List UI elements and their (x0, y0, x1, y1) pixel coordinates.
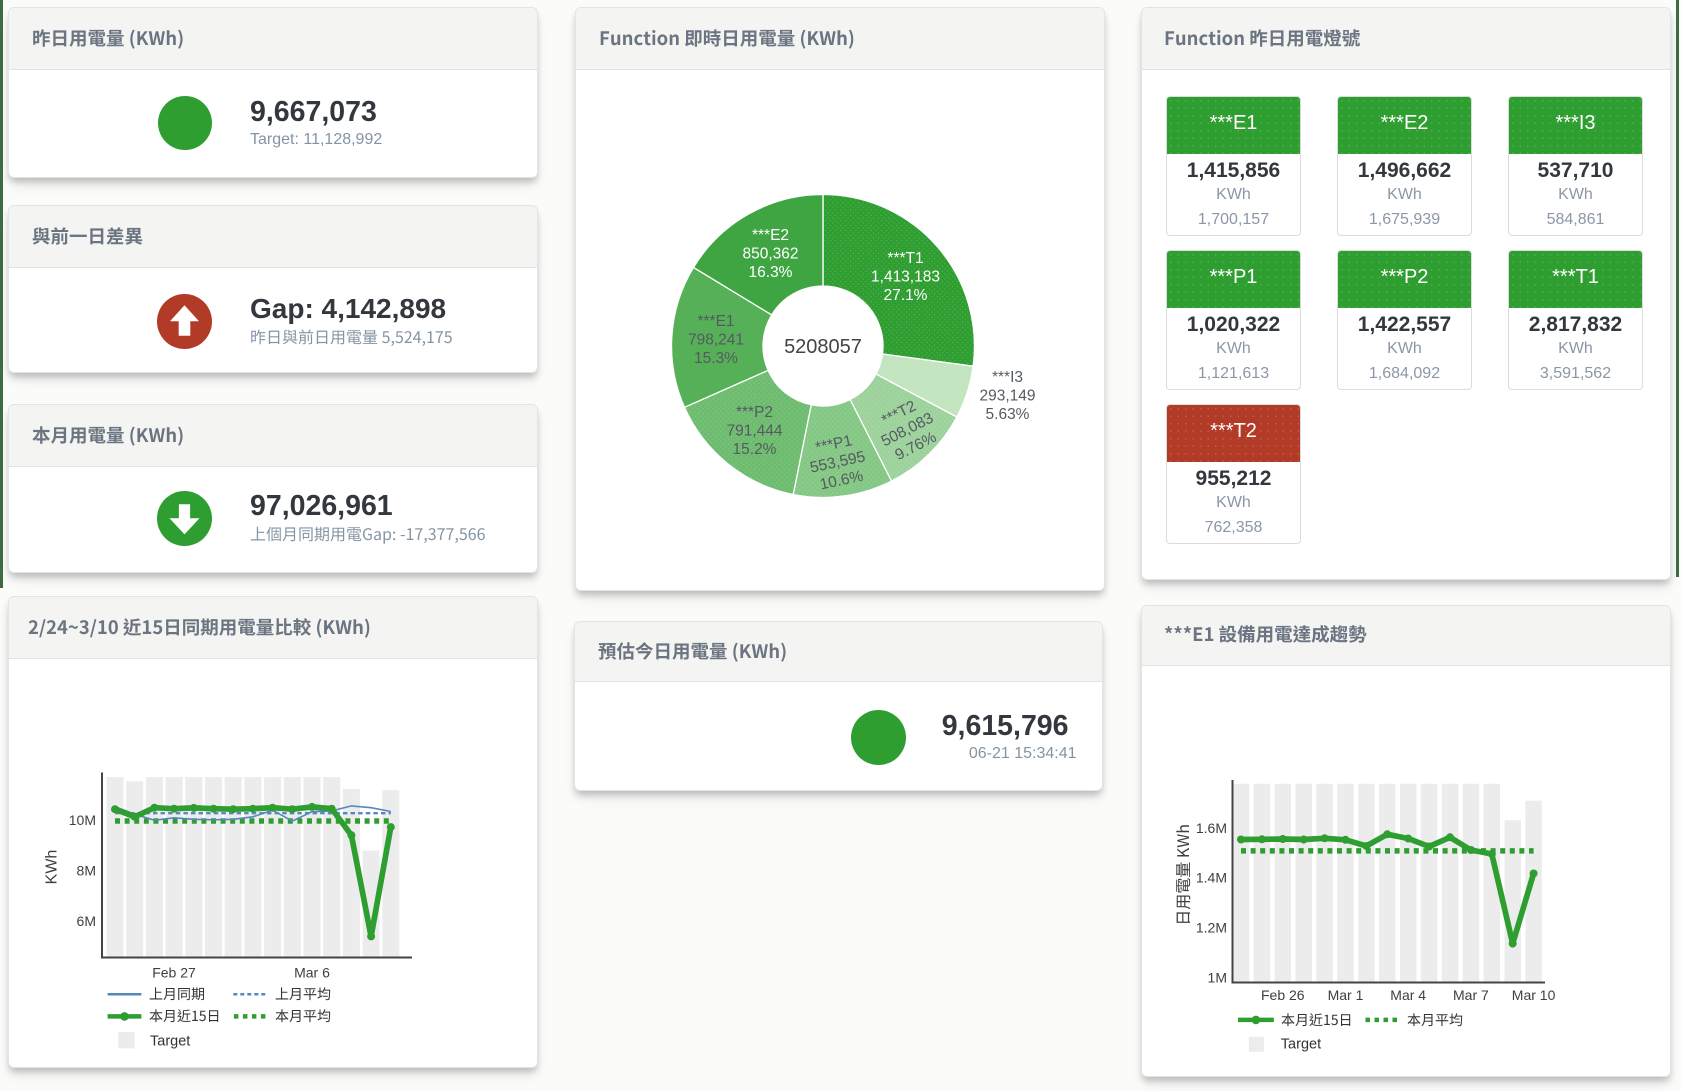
svg-text:293,149: 293,149 (979, 388, 1035, 405)
svg-text:798,241: 798,241 (687, 332, 743, 349)
svg-text:Feb 26: Feb 26 (1261, 987, 1305, 1003)
svg-text:Mar 6: Mar 6 (294, 964, 330, 980)
svg-text:Mar 4: Mar 4 (1390, 987, 1426, 1003)
svg-text:***T1: ***T1 (887, 250, 923, 267)
svg-text:6M: 6M (77, 913, 96, 929)
svg-text:Mar 7: Mar 7 (1453, 987, 1489, 1003)
svg-text:850,362: 850,362 (742, 246, 798, 263)
svg-text:***E2: ***E2 (751, 227, 788, 244)
svg-text:Target: Target (1281, 1037, 1321, 1053)
svg-text:1.4M: 1.4M (1196, 870, 1227, 886)
svg-text:Target: Target (150, 1033, 190, 1049)
svg-text:1.6M: 1.6M (1196, 820, 1227, 836)
svg-text:1,413,183: 1,413,183 (871, 269, 940, 286)
svg-text:10M: 10M (69, 811, 96, 827)
svg-text:15.2%: 15.2% (732, 441, 776, 458)
svg-text:16.3%: 16.3% (748, 264, 792, 281)
svg-text:791,444: 791,444 (726, 423, 782, 440)
svg-text:1M: 1M (1208, 970, 1227, 986)
svg-text:Feb 27: Feb 27 (152, 964, 196, 980)
svg-text:8M: 8M (77, 862, 96, 878)
svg-text:Mar 10: Mar 10 (1512, 987, 1556, 1003)
svg-text:1.2M: 1.2M (1196, 920, 1227, 936)
svg-text:***E1: ***E1 (697, 313, 734, 330)
svg-text:KWh: KWh (44, 849, 61, 884)
svg-text:15.3%: 15.3% (694, 350, 738, 367)
svg-text:27.1%: 27.1% (883, 287, 927, 304)
svg-text:Mar 1: Mar 1 (1328, 987, 1364, 1003)
svg-text:5.63%: 5.63% (985, 406, 1029, 423)
svg-text:***I3: ***I3 (991, 369, 1022, 386)
svg-text:***P2: ***P2 (735, 404, 772, 421)
svg-text:5208057: 5208057 (784, 336, 862, 358)
